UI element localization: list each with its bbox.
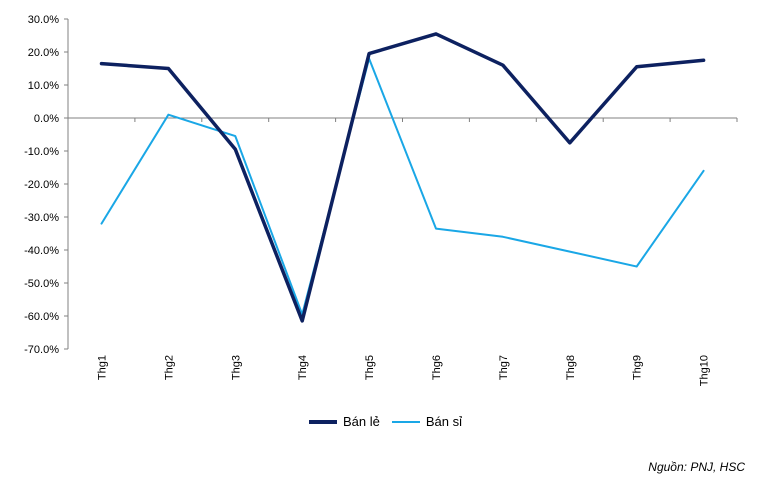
y-tick-label: 20.0% [28,47,59,59]
legend: Bán lẻ Bán sỉ [0,414,771,429]
x-tick-label: Thg10 [699,355,711,386]
y-tick-label: 0.0% [34,113,59,125]
legend-label-wholesale: Bán sỉ [425,414,462,429]
y-tick-label: 30.0% [28,14,59,26]
y-tick-label: -30.0% [24,212,59,224]
y-tick-label: -60.0% [24,311,59,323]
legend-swatch-retail [308,419,337,424]
x-tick-label: Thg5 [364,355,376,380]
x-tick-label: Thg2 [163,355,175,380]
y-tick-label: -50.0% [24,278,59,290]
legend-swatch-wholesale [391,420,420,423]
legend-item-retail[interactable]: Bán lẻ [308,414,380,429]
source-note: Nguồn: PNJ, HSC [648,460,745,474]
legend-item-wholesale[interactable]: Bán sỉ [391,414,462,429]
y-tick-label: -10.0% [24,146,59,158]
y-tick-label: -40.0% [24,245,59,257]
x-tick-label: Thg9 [632,355,644,380]
y-tick-label: -20.0% [24,179,59,191]
x-tick-label: Thg6 [431,355,443,380]
x-tick-label: Thg1 [96,355,108,380]
series-layer [99,32,706,323]
legend-label-retail: Bán lẻ [342,414,380,429]
x-tick-label: Thg4 [297,355,309,380]
series-line-retail [99,32,706,323]
y-tick-label: -70.0% [24,344,59,356]
x-tick-label: Thg3 [230,355,242,380]
x-tick-label: Thg7 [498,355,510,380]
x-axis: Thg1 Thg2 Thg3 Thg4 Thg5 Thg6 Thg7 Thg8 Thg9 Thg1… [67,117,738,386]
x-tick-label: Thg8 [565,355,577,380]
y-axis: 30.0% 20.0% 10.0% 0.0% -10.0% -20.0% -30.0% -40… [24,14,69,356]
series-line-wholesale [100,57,705,316]
y-tick-label: 10.0% [28,80,59,92]
